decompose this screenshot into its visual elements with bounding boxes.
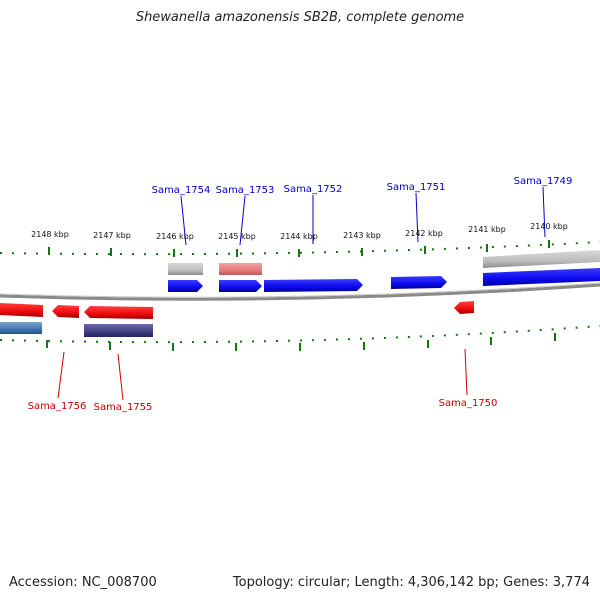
scale-label-2148: 2148 kbp xyxy=(31,230,69,239)
lower-scale-track xyxy=(0,325,600,344)
topology-text: Topology: circular; Length: 4,306,142 bp… xyxy=(232,575,590,590)
reverse-gene-labels: Sama_1756 Sama_1755 Sama_1750 xyxy=(28,398,498,413)
gene-arrow-sama-1753[interactable] xyxy=(219,280,262,292)
genome-backbone xyxy=(0,283,600,301)
forward-leader-lines xyxy=(180,186,546,246)
forward-strand-features xyxy=(168,250,600,292)
gene-label-sama-1756[interactable]: Sama_1756 xyxy=(28,401,87,412)
reverse-leader-lines xyxy=(57,348,468,401)
gene-label-sama-1750[interactable]: Sama_1750 xyxy=(439,398,498,409)
gene-label-sama-1749[interactable]: Sama_1749 xyxy=(514,176,573,187)
feature-pink-1753[interactable] xyxy=(219,263,262,275)
accession-text: Accession: NC_008700 xyxy=(9,575,157,590)
gene-label-sama-1752[interactable]: Sama_1752 xyxy=(284,184,343,195)
feature-gray-1754[interactable] xyxy=(168,263,203,275)
feature-navy-1755[interactable] xyxy=(84,324,153,337)
scale-labels: 2148 kbp 2147 kbp 2146 kbp 2145 kbp 2144… xyxy=(31,222,568,241)
gene-label-sama-1751[interactable]: Sama_1751 xyxy=(387,182,446,193)
feature-steel-1756[interactable] xyxy=(0,322,42,334)
gene-arrow-sama-1755[interactable] xyxy=(84,306,153,319)
gene-label-sama-1753[interactable]: Sama_1753 xyxy=(216,185,275,196)
scale-label-2145: 2145 kbp xyxy=(218,232,256,241)
gene-label-sama-1754[interactable]: Sama_1754 xyxy=(152,185,211,196)
lower-scale-major-ticks xyxy=(46,333,556,351)
scale-label-2144: 2144 kbp xyxy=(280,232,318,241)
scale-label-2146: 2146 kbp xyxy=(156,232,194,241)
scale-label-2141: 2141 kbp xyxy=(468,225,506,234)
gene-arrow-sama-1750[interactable] xyxy=(454,301,474,314)
gene-arrow-sama-1752[interactable] xyxy=(264,279,363,292)
scale-label-2140: 2140 kbp xyxy=(530,222,568,231)
gene-arrow-sama-1749[interactable] xyxy=(483,268,600,286)
gene-arrow-sama-1754[interactable] xyxy=(168,280,203,292)
genome-title: Shewanella amazonensis SB2B, complete ge… xyxy=(135,10,465,25)
scale-label-2142: 2142 kbp xyxy=(405,229,443,238)
reverse-strand-features xyxy=(0,301,474,337)
scale-label-2143: 2143 kbp xyxy=(343,231,381,240)
gene-arrow-sama-1756b[interactable] xyxy=(52,305,79,318)
forward-gene-labels: Sama_1754 Sama_1753 Sama_1752 Sama_1751 … xyxy=(152,176,573,196)
gene-label-sama-1755[interactable]: Sama_1755 xyxy=(94,402,153,413)
upper-scale-major-ticks xyxy=(48,240,550,257)
gene-arrow-sama-1756[interactable] xyxy=(0,303,43,317)
feature-gray-1749[interactable] xyxy=(483,250,600,268)
gene-arrow-sama-1751[interactable] xyxy=(391,276,447,289)
scale-label-2147: 2147 kbp xyxy=(93,231,131,240)
